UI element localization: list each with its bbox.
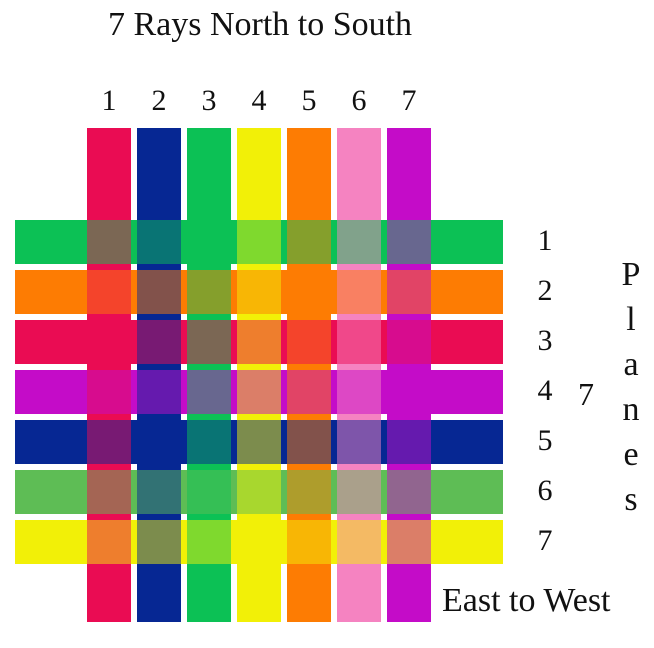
- intersection-cell-r2-p1: [137, 220, 181, 264]
- intersection-cell-r5-p5: [287, 420, 331, 464]
- intersection-cell-r4-p6: [237, 470, 281, 514]
- intersection-cell-r7-p5: [387, 420, 431, 464]
- intersection-cell-r2-p3: [137, 320, 181, 364]
- planes-letter-1: P: [621, 256, 641, 293]
- plane-label-3: 3: [537, 324, 553, 357]
- planes-count: 7: [578, 376, 594, 412]
- plane-label-5: 5: [537, 424, 553, 457]
- planes-letter-2: l: [626, 301, 636, 338]
- intersection-cell-r1-p5: [87, 420, 131, 464]
- plane-label-7: 7: [537, 524, 553, 557]
- intersection-cell-r5-p7: [287, 520, 331, 564]
- east-to-west-label: East to West: [442, 582, 611, 619]
- intersection-cell-r7-p3: [387, 320, 431, 364]
- planes-letter-3: a: [623, 346, 639, 383]
- planes-letter-5: e: [623, 436, 639, 473]
- intersection-cell-r6-p7: [337, 520, 381, 564]
- intersection-cell-r4-p5: [237, 420, 281, 464]
- intersection-cell-r4-p7: [237, 520, 281, 564]
- intersection-cell-r2-p4: [137, 370, 181, 414]
- intersection-cell-r7-p4: [387, 370, 431, 414]
- intersection-cell-r5-p1: [287, 220, 331, 264]
- intersection-cell-r5-p3: [287, 320, 331, 364]
- intersection-cell-r1-p6: [87, 470, 131, 514]
- plane-label-4: 4: [537, 374, 553, 407]
- plane-label-6: 6: [537, 474, 553, 507]
- intersection-cell-r3-p6: [187, 470, 231, 514]
- intersection-cell-r1-p7: [87, 520, 131, 564]
- ray-label-7: 7: [401, 84, 417, 117]
- intersection-cell-r1-p3: [87, 320, 131, 364]
- intersection-cell-r2-p7: [137, 520, 181, 564]
- intersection-cell-r7-p7: [387, 520, 431, 564]
- intersection-cell-r4-p2: [237, 270, 281, 314]
- intersection-cell-r2-p2: [137, 270, 181, 314]
- intersection-cell-r1-p4: [87, 370, 131, 414]
- intersection-cell-r7-p1: [387, 220, 431, 264]
- ray-label-3: 3: [201, 84, 217, 117]
- intersection-cell-r2-p6: [137, 470, 181, 514]
- intersection-cell-r5-p6: [287, 470, 331, 514]
- planes-letter-4: n: [622, 391, 640, 428]
- intersection-cell-r3-p1: [187, 220, 231, 264]
- intersection-cell-r6-p5: [337, 420, 381, 464]
- plane-label-2: 2: [537, 274, 553, 307]
- ray-label-2: 2: [151, 84, 167, 117]
- intersection-cell-r6-p4: [337, 370, 381, 414]
- intersection-cell-r1-p2: [87, 270, 131, 314]
- intersection-cell-r6-p1: [337, 220, 381, 264]
- intersection-cell-r5-p4: [287, 370, 331, 414]
- planes-letter-6: s: [624, 481, 638, 518]
- intersection-cell-r4-p3: [237, 320, 281, 364]
- plane-label-1: 1: [537, 224, 553, 257]
- intersection-cell-r5-p2: [287, 270, 331, 314]
- intersection-cell-r3-p5: [187, 420, 231, 464]
- intersection-cell-r3-p2: [187, 270, 231, 314]
- diagram-title: 7 Rays North to South: [107, 6, 413, 43]
- intersection-cell-r4-p4: [237, 370, 281, 414]
- ray-label-6: 6: [351, 84, 367, 117]
- intersection-cell-r4-p1: [237, 220, 281, 264]
- ray-label-4: 4: [251, 84, 267, 117]
- intersection-cell-r3-p3: [187, 320, 231, 364]
- intersection-cell-r7-p6: [387, 470, 431, 514]
- ray-label-1: 1: [101, 84, 117, 117]
- intersection-cell-r3-p4: [187, 370, 231, 414]
- intersection-cell-r6-p3: [337, 320, 381, 364]
- intersection-cell-r2-p5: [137, 420, 181, 464]
- ray-label-5: 5: [301, 84, 317, 117]
- intersection-cell-r6-p6: [337, 470, 381, 514]
- intersection-cell-r6-p2: [337, 270, 381, 314]
- intersection-cell-r3-p7: [187, 520, 231, 564]
- intersection-cell-r1-p1: [87, 220, 131, 264]
- intersection-cell-r7-p2: [387, 270, 431, 314]
- ray-number-labels: 1 2 3 4 5 6 7: [0, 84, 654, 124]
